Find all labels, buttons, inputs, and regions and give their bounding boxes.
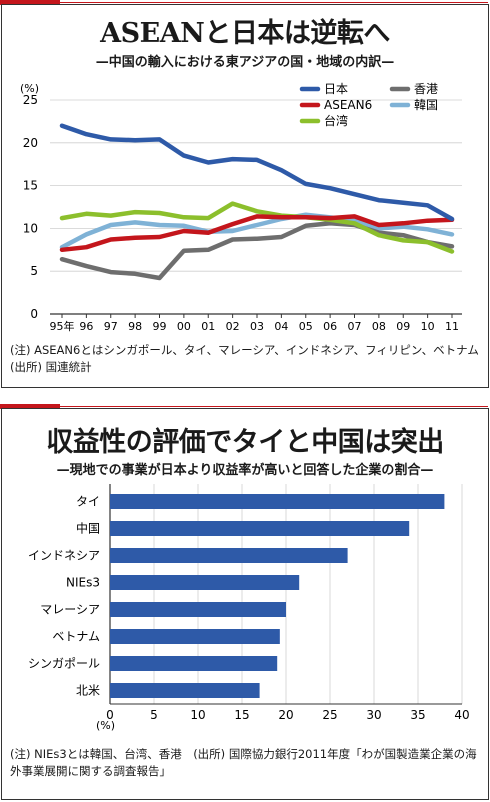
x-tick-label: 98	[128, 320, 142, 333]
x-tick-label: 00	[177, 320, 191, 333]
x-tick-label: 5	[150, 708, 158, 722]
bar	[110, 521, 410, 536]
x-tick-label: 05	[299, 320, 313, 333]
x-tick-label: 09	[396, 320, 410, 333]
top-rule	[60, 406, 488, 407]
series-line	[59, 221, 455, 281]
x-tick-label: 25	[322, 708, 337, 722]
bar-x-ticks: 0 5 10 15 20 25 30 35 40	[106, 708, 469, 722]
x-tick-label: 40	[454, 708, 469, 722]
legend-label: 韓国	[414, 98, 438, 112]
y-unit-label: (%)	[20, 82, 39, 95]
bar	[110, 683, 260, 698]
bar	[110, 656, 278, 671]
x-tick-label: 35	[410, 708, 425, 722]
category-label: マレーシア	[40, 603, 100, 617]
y-tick-label: 15	[23, 179, 38, 193]
x-tick-label: 20	[278, 708, 293, 722]
legend-label: 香港	[414, 82, 438, 96]
x-tick-label: 04	[274, 320, 288, 333]
x-tick-label: 95年	[50, 319, 75, 333]
bar	[110, 602, 286, 617]
line-gridlines	[50, 99, 462, 315]
top-rule	[60, 2, 488, 3]
category-label: NIEs3	[66, 576, 100, 590]
x-tick-label: 96	[79, 320, 93, 333]
x-unit-label: (%)	[96, 719, 115, 732]
category-label: シンガポール	[28, 657, 100, 671]
x-tick-label: 99	[153, 320, 167, 333]
y-tick-label: 5	[30, 264, 38, 278]
x-tick-label: 01	[201, 320, 215, 333]
panel-frame	[1, 4, 489, 388]
chart1-subtitle: —中国の輸入における東アジアの国・地域の内訳—	[95, 55, 395, 70]
category-label: ベトナム	[52, 630, 100, 644]
legend-label: 日本	[324, 82, 348, 96]
panel-frame	[1, 408, 489, 800]
chart1-panel: ASEANと日本は逆転へ —中国の輸入における東アジアの国・地域の内訳— (%)…	[0, 0, 490, 390]
bar	[110, 629, 280, 644]
x-tick-label: 06	[323, 320, 337, 333]
x-tick-label: 10	[421, 320, 435, 333]
category-label: タイ	[76, 495, 100, 509]
y-tick-label: 10	[23, 221, 38, 235]
category-label: 中国	[76, 521, 100, 536]
series-line	[59, 201, 455, 254]
bar-series	[110, 494, 445, 698]
x-tick-label: 03	[250, 320, 264, 333]
x-tick-label: 97	[104, 320, 118, 333]
x-tick-label: 10	[190, 708, 205, 722]
y-tick-label: 20	[23, 136, 38, 150]
chart1-title: ASEANと日本は逆転へ	[100, 18, 390, 49]
x-tick-label: 08	[372, 320, 386, 333]
series-line	[59, 212, 455, 250]
category-label: インドネシア	[28, 549, 100, 563]
x-tick-label: 02	[226, 320, 240, 333]
chart2-note: (注) NIEs3とは韓国、台湾、香港 (出所) 国際協力銀行2011年度「わが…	[10, 747, 477, 778]
x-tick-label: 11	[445, 320, 459, 333]
x-tick-label: 30	[366, 708, 381, 722]
chart2-subtitle: —現地での事業が日本より収益率が高いと回答した企業の割合—	[56, 463, 434, 478]
chart2-panel: 収益性の評価でタイと中国は突出 —現地での事業が日本より収益率が高いと回答した企…	[0, 404, 490, 802]
legend-label: 台湾	[324, 113, 348, 128]
line-x-ticks: 95年 96 97 98 99 00 01 02 03 04 05 06 07 08 09 10 11	[50, 314, 459, 333]
bar	[110, 548, 348, 563]
accent-bar	[0, 404, 60, 409]
series-line	[59, 214, 455, 253]
x-tick-label: 15	[234, 708, 249, 722]
line-y-ticks: 0 5 10 15 20 25	[23, 93, 38, 321]
line-series-group	[59, 123, 455, 281]
legend-label: ASEAN6	[324, 98, 372, 112]
y-tick-label: 0	[30, 307, 38, 321]
chart2-title: 収益性の評価でタイと中国は突出	[46, 427, 444, 458]
category-label: 北米	[76, 684, 100, 698]
bar	[110, 494, 445, 509]
x-tick-label: 0	[106, 708, 114, 722]
chart1-note: (注) ASEAN6とはシンガポール、タイ、マレーシア、インドネシア、フィリピン…	[10, 343, 490, 374]
y-tick-label: 25	[23, 93, 38, 107]
accent-bar	[0, 0, 60, 5]
bar	[110, 575, 300, 590]
series-line	[59, 123, 455, 222]
x-tick-label: 07	[348, 320, 362, 333]
